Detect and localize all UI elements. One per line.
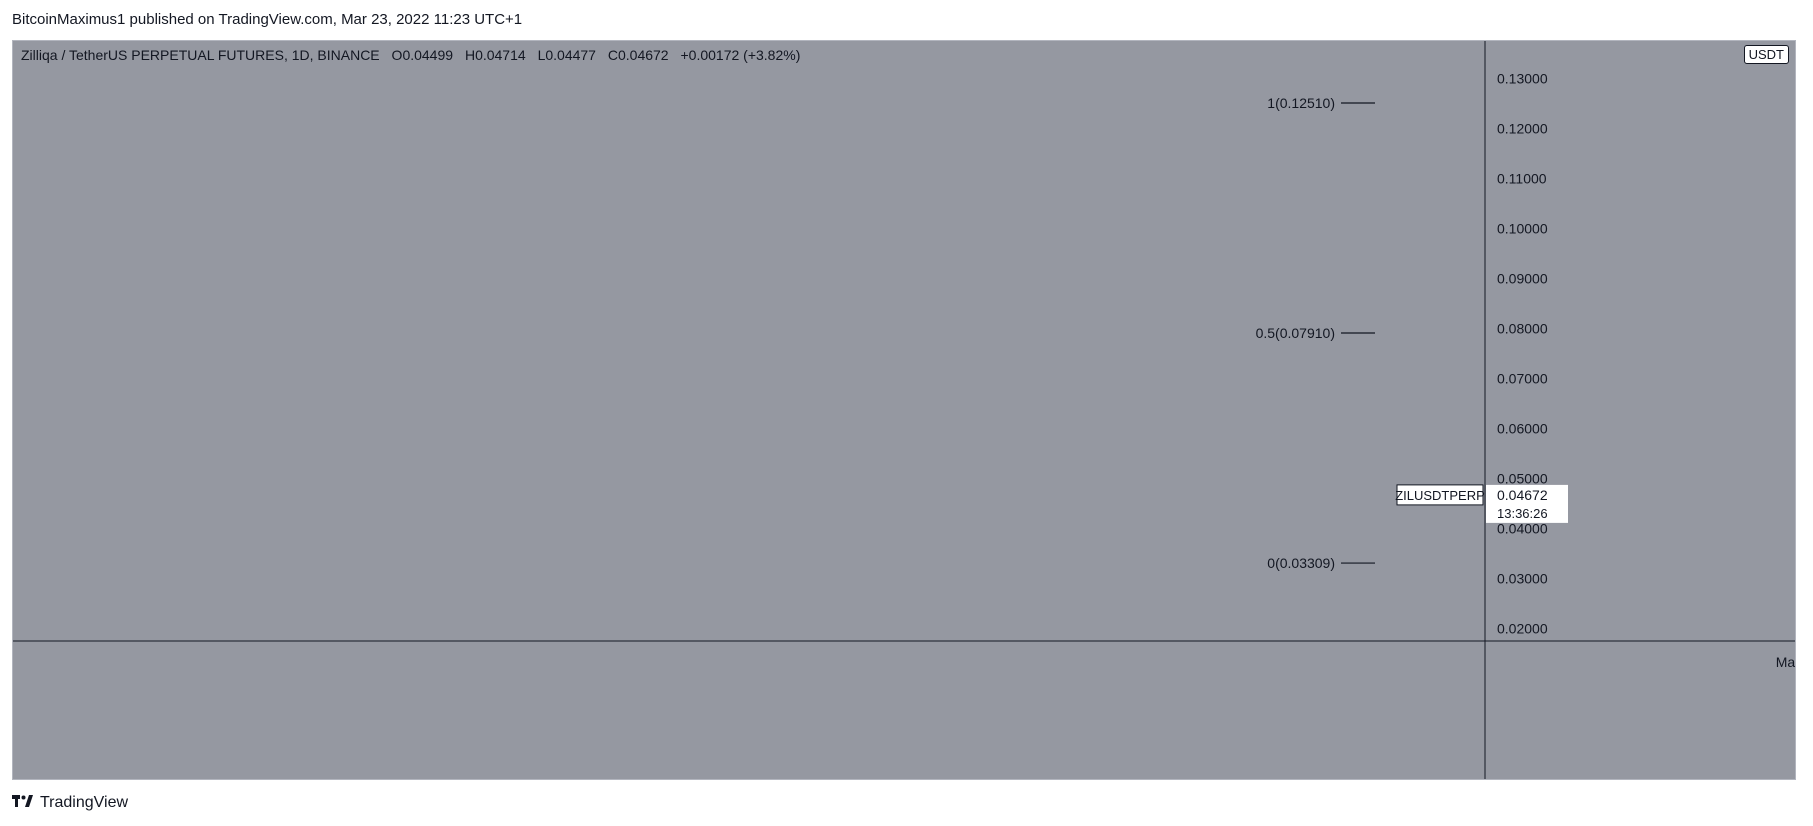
price-tick-label: 0.09000: [1497, 271, 1548, 287]
fib-level-label: 0(0.03309): [1267, 555, 1335, 571]
price-tick-label: 0.02000: [1497, 621, 1548, 637]
high-value: 0.04714: [475, 47, 526, 63]
time-axis-area[interactable]: [13, 641, 1796, 780]
plot-area[interactable]: [13, 41, 1485, 641]
high-label: H: [464, 47, 476, 63]
fib-level-label: 0.5(0.07910): [1256, 325, 1335, 341]
symbol-tag-label: ZILUSDTPERP: [1395, 488, 1485, 503]
last-price-box[interactable]: [1486, 484, 1568, 523]
symbol-tag-box[interactable]: [1396, 484, 1484, 506]
close-label: C: [607, 47, 618, 63]
symbol-title[interactable]: Zilliqa / TetherUS PERPETUAL FUTURES, 1D…: [21, 47, 380, 63]
published-by-line: BitcoinMaximus1 published on TradingView…: [12, 11, 523, 28]
tradingview-logo-icon[interactable]: [12, 794, 34, 812]
footer: TradingView: [12, 788, 128, 818]
price-tick-label: 0.06000: [1497, 421, 1548, 437]
chart-canvas[interactable]: 1(0.12510) 0.5(0.07910) 0(0.03309) 0.13000 0…: [13, 41, 1796, 780]
low-label: L: [537, 47, 546, 63]
price-tick-label: 0.03000: [1497, 571, 1548, 587]
price-tick-label: 0.12000: [1497, 121, 1548, 137]
last-price-value: 0.04672: [1497, 487, 1548, 503]
price-tick-label: 0.13000: [1497, 71, 1548, 87]
open-value: 0.04499: [402, 47, 454, 63]
fib-level-label: 1(0.12510): [1267, 95, 1335, 111]
low-value: 0.04477: [545, 47, 596, 63]
change-value: +0.00172 (+3.82%): [680, 47, 801, 63]
currency-selector[interactable]: USDT: [1743, 45, 1789, 64]
footer-brand[interactable]: TradingView: [40, 794, 129, 811]
price-tick-label: 0.08000: [1497, 321, 1548, 337]
price-tick-label: 0.10000: [1497, 221, 1548, 237]
price-axis-area[interactable]: [1485, 41, 1796, 641]
price-tick-label: 0.11000: [1497, 171, 1547, 187]
price-tick-label: 0.07000: [1497, 371, 1548, 387]
open-label: O: [391, 47, 403, 63]
price-tick-label: 0.05000: [1497, 471, 1548, 487]
price-tick-label: 0.04000: [1497, 521, 1548, 537]
chart-frame[interactable]: 1(0.12510) 0.5(0.07910) 0(0.03309) 0.13000 0…: [12, 40, 1796, 780]
close-value: 0.04672: [617, 47, 669, 63]
time-tick-label: May: [1776, 654, 1796, 670]
chart-legend: Zilliqa / TetherUS PERPETUAL FUTURES, 1D…: [21, 47, 800, 63]
candle-countdown: 13:36:26: [1497, 506, 1548, 521]
